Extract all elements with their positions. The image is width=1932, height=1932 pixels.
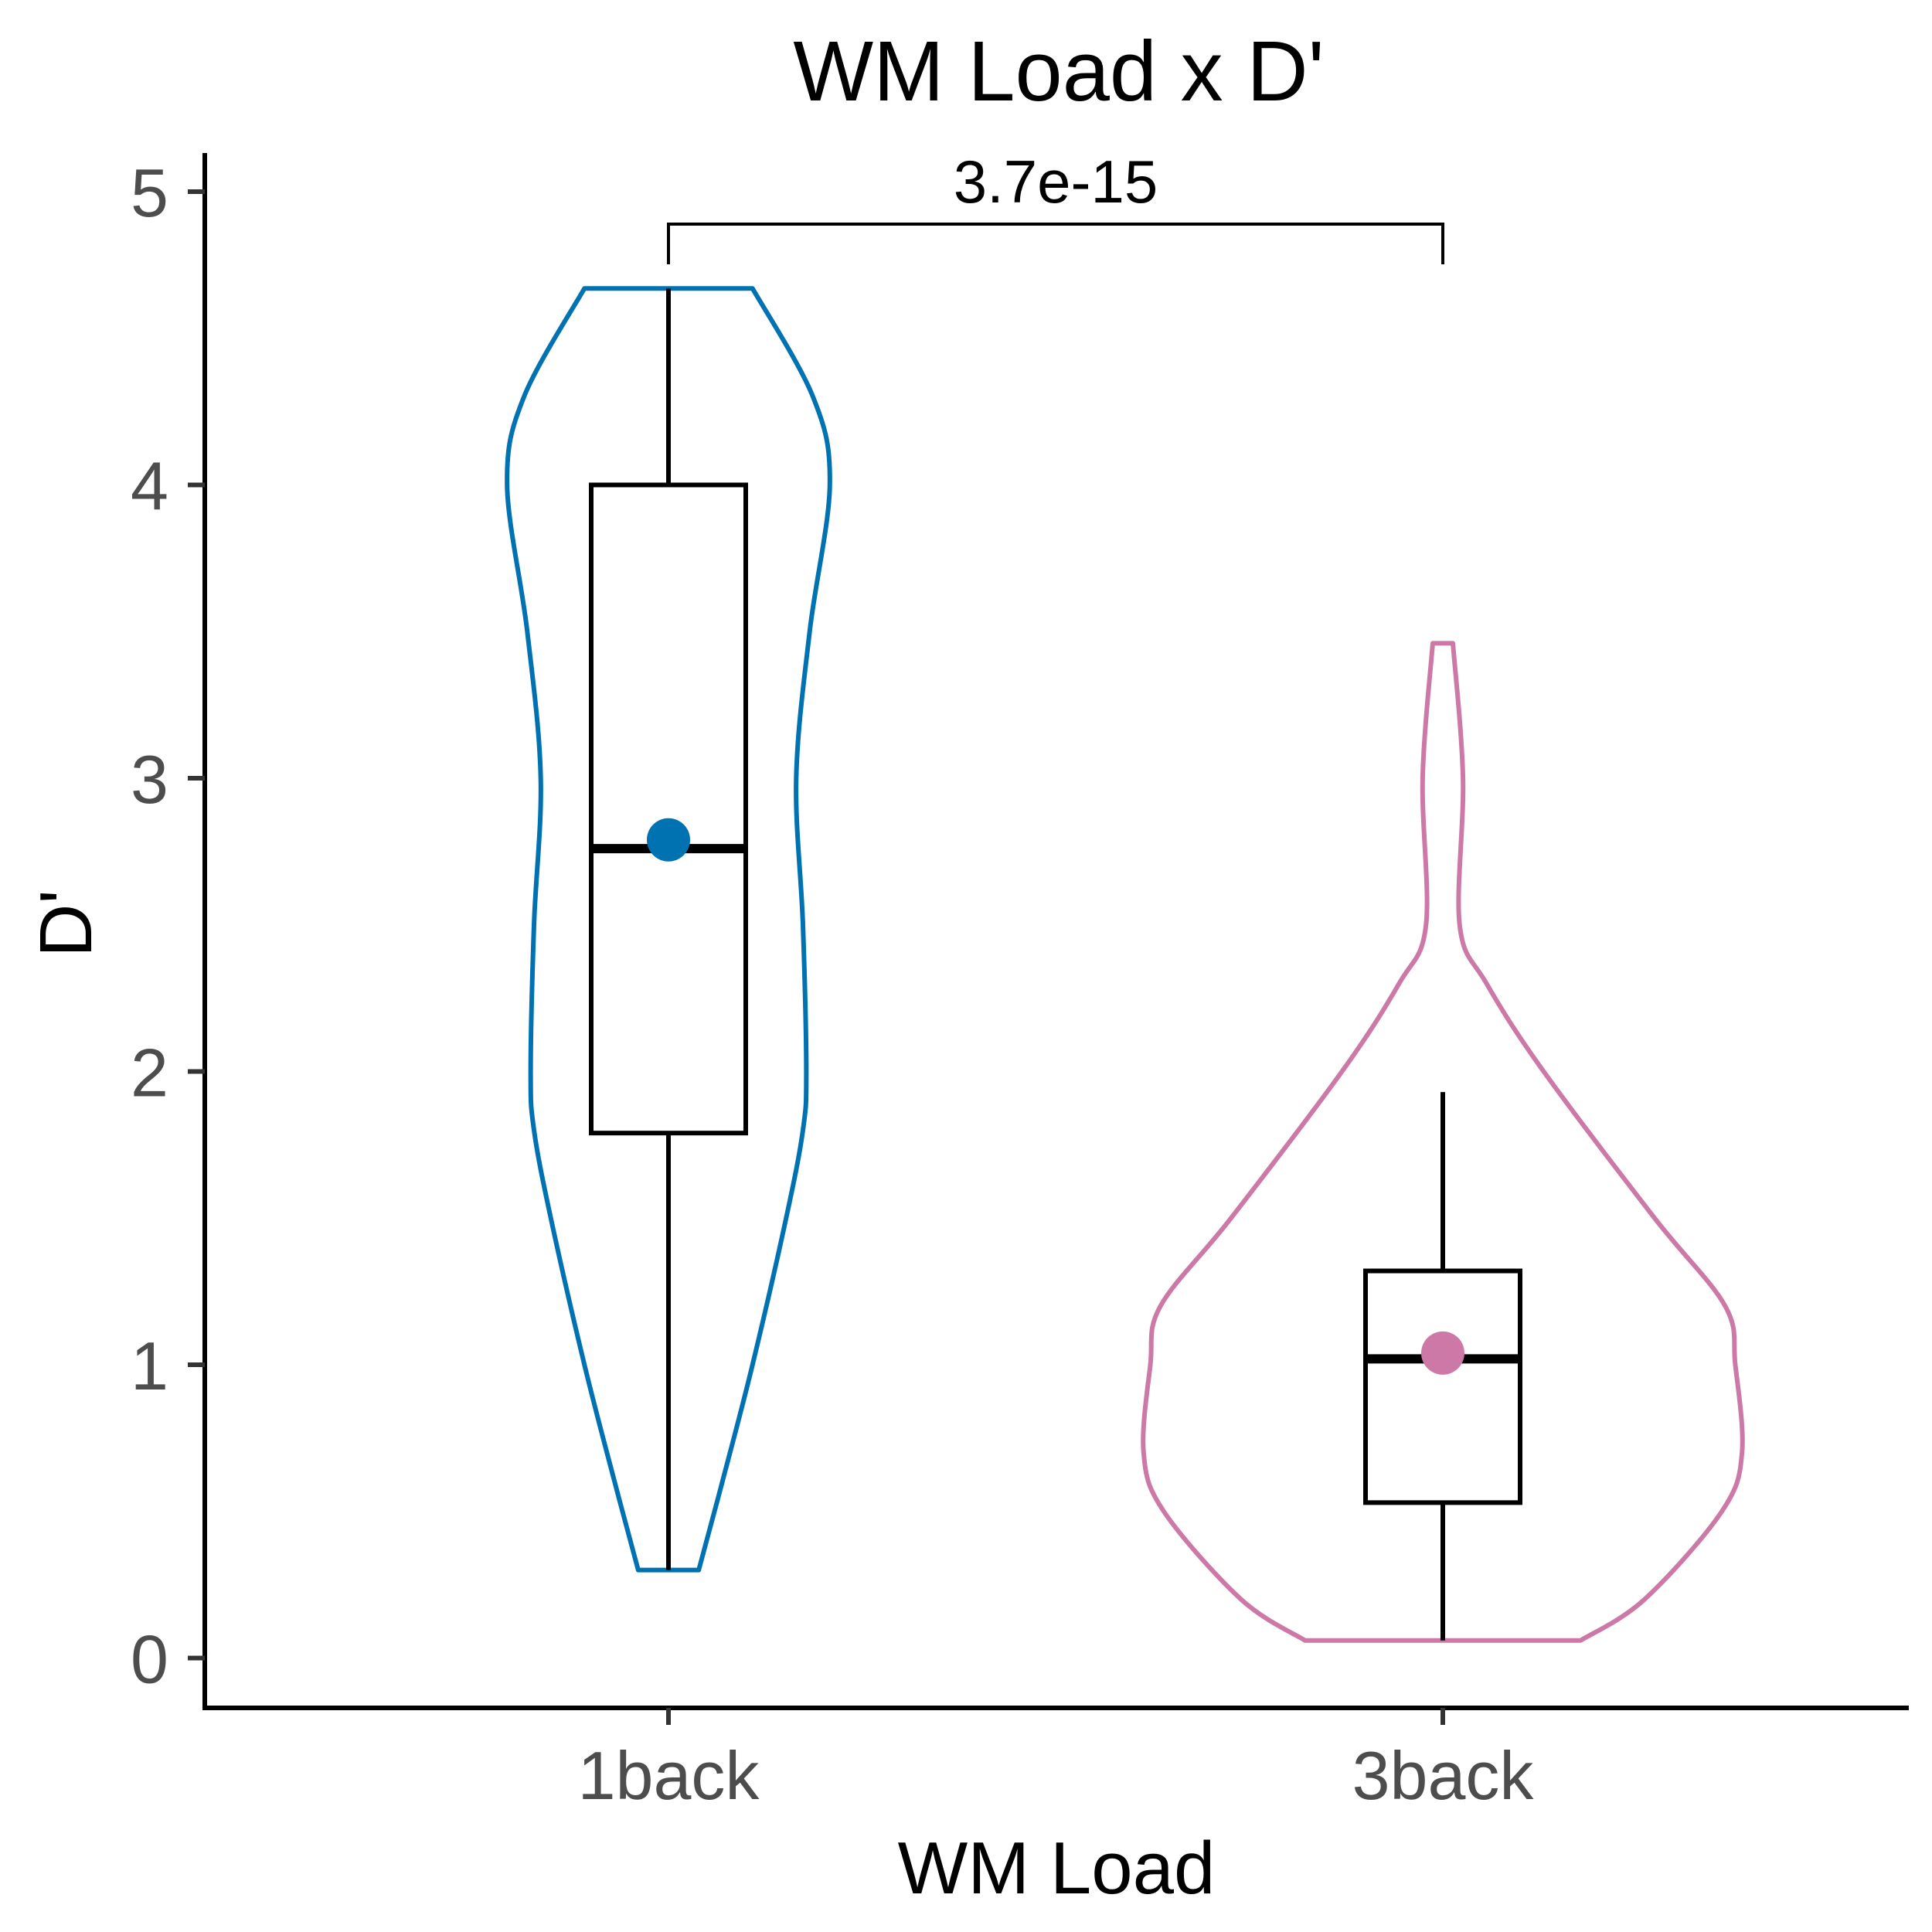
- violin-group-3back: [1141, 641, 1745, 1643]
- mean-point-3back: [1421, 1331, 1464, 1375]
- x-axis-ticks: 1back 3back: [578, 1708, 1535, 1814]
- y-axis-title: D': [25, 889, 107, 957]
- y-tick-label: 1: [131, 1328, 168, 1404]
- violin-group-1back: [505, 286, 832, 1573]
- x-tick-label: 3back: [1352, 1737, 1535, 1814]
- significance-annotation: 3.7e-15: [667, 148, 1444, 264]
- violin-3back: [1141, 641, 1745, 1643]
- x-tick-label: 1back: [578, 1737, 760, 1814]
- y-axis-ticks: 0 1 2 3 4 5: [131, 155, 205, 1698]
- violin-1back: [505, 286, 832, 1573]
- x-axis-title: WM Load: [898, 1827, 1216, 1910]
- y-tick-label: 4: [131, 448, 168, 525]
- y-tick-label: 5: [131, 155, 168, 231]
- y-tick-label: 3: [131, 741, 168, 818]
- significance-p-value: 3.7e-15: [954, 148, 1158, 216]
- significance-bracket: [667, 223, 1444, 264]
- y-tick-label: 2: [131, 1035, 168, 1111]
- y-tick-label: 0: [131, 1621, 168, 1698]
- mean-point-1back: [647, 818, 690, 862]
- plot-area: [505, 286, 1745, 1643]
- box-3back: [1363, 1268, 1522, 1505]
- box-1back: [589, 482, 748, 1136]
- chart-title: WM Load x D': [793, 24, 1324, 119]
